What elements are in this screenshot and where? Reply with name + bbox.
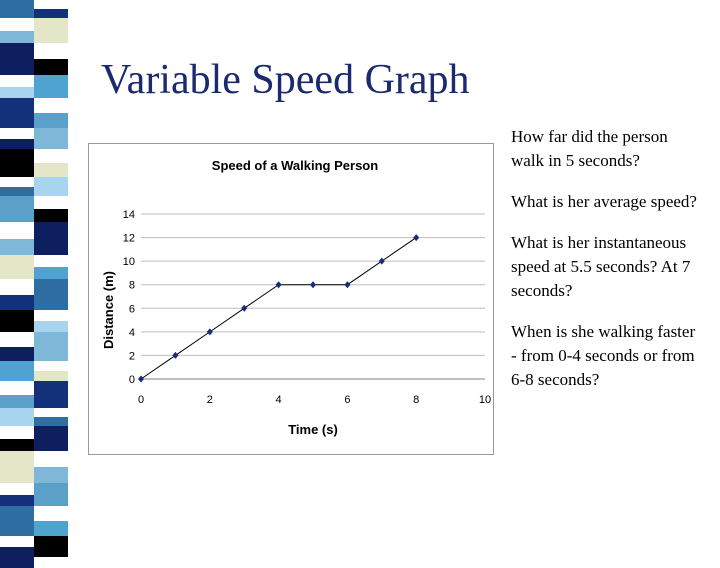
stripe-block <box>0 451 34 483</box>
data-point <box>344 281 351 289</box>
stripe-block <box>34 279 68 310</box>
data-point <box>172 351 179 359</box>
y-tick-label: 0 <box>129 374 135 386</box>
stripe-block <box>0 547 34 568</box>
stripe-block <box>34 483 68 506</box>
data-point <box>413 234 420 242</box>
question-2: What is her average speed? <box>511 192 697 211</box>
stripe-block <box>0 43 34 75</box>
chart-title: Speed of a Walking Person <box>212 158 378 173</box>
stripe-block <box>0 310 34 332</box>
y-axis-label: Distance (m) <box>101 271 116 349</box>
stripe-block <box>34 426 68 451</box>
grid-lines <box>141 213 485 380</box>
chart-panel: Speed of a Walking Person Time (s) Dista… <box>88 143 494 455</box>
stripe-block <box>0 255 34 279</box>
data-point <box>138 375 144 383</box>
question-3: What is her instantaneous speed at 5.5 s… <box>511 233 691 300</box>
x-tick-label: 0 <box>138 394 144 406</box>
stripe-block <box>0 506 34 536</box>
data-point <box>275 281 282 289</box>
question-list: How far did the person walk in 5 seconds… <box>511 125 701 409</box>
data-point <box>206 328 213 336</box>
stripe-block <box>34 177 68 196</box>
y-tick-label: 2 <box>129 350 135 362</box>
data-point <box>378 257 385 265</box>
data-point <box>310 281 316 289</box>
stripe-block <box>34 75 68 98</box>
stripe-block <box>0 149 34 177</box>
stripe-block <box>34 381 68 408</box>
x-tick-label: 2 <box>207 394 213 406</box>
x-tick-label: 6 <box>344 394 350 406</box>
y-tick-label: 6 <box>129 303 135 315</box>
stripe-block <box>0 196 34 222</box>
decorative-stripe <box>0 0 68 568</box>
y-tick-label: 8 <box>129 280 135 292</box>
tick-labels: 0 2 4 6 8 10 12 14 0 2 4 6 8 10 <box>123 209 491 406</box>
x-tick-label: 10 <box>479 394 491 406</box>
stripe-block <box>34 332 68 361</box>
question-4: When is she walking faster - from 0-4 se… <box>511 322 696 389</box>
x-tick-label: 4 <box>276 394 282 406</box>
stripe-block <box>0 408 34 426</box>
x-axis-label: Time (s) <box>288 422 338 437</box>
stripe-block <box>34 18 68 43</box>
y-tick-label: 4 <box>129 327 135 339</box>
y-tick-label: 10 <box>123 256 135 268</box>
question-1: How far did the person walk in 5 seconds… <box>511 127 668 170</box>
series-distance <box>138 234 420 383</box>
slide-title: Variable Speed Graph <box>101 57 470 103</box>
stripe-block <box>34 128 68 149</box>
y-tick-label: 12 <box>123 233 135 245</box>
data-point <box>241 304 248 312</box>
stripe-block <box>0 361 34 381</box>
stripe-block <box>34 222 68 255</box>
distance-time-chart: Speed of a Walking Person Time (s) Dista… <box>101 158 491 437</box>
stripe-block <box>0 98 34 128</box>
y-tick-label: 14 <box>123 209 135 221</box>
stripe-block <box>34 536 68 557</box>
x-tick-label: 8 <box>413 394 419 406</box>
stripe-block <box>0 0 34 18</box>
